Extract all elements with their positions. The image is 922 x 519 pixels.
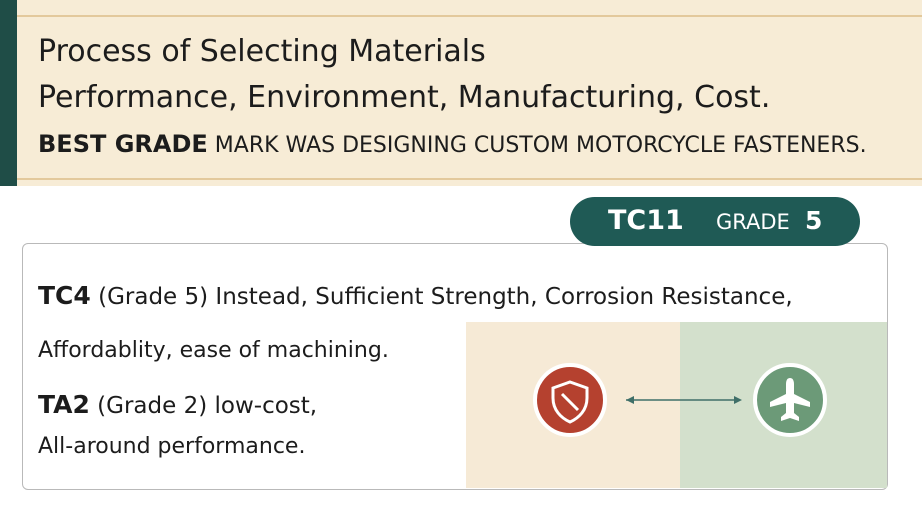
tagline-text: MARK WAS DESIGNING CUSTOM MOTORCYCLE FAS… (214, 133, 867, 158)
card-line: TA2 (Grade 2) low-cost, (38, 390, 317, 419)
header (0, 0, 922, 186)
material: TA2 (38, 390, 90, 419)
card-line: Affordablity, ease of machining. (38, 338, 389, 363)
line-text: (Grade 2) low-cost, (97, 393, 318, 419)
badge-grade: 5 (805, 206, 823, 235)
icons (533, 363, 827, 437)
plane (770, 378, 810, 421)
badge-code: TC11 (608, 205, 684, 236)
tagline: BEST GRADE MARK WAS DESIGNING CUSTOM MOT… (38, 130, 867, 158)
badge-label: GRADE (716, 210, 790, 234)
badge: TC11 GRADE 5 (570, 197, 860, 246)
card-line: TC4 (Grade 5) Instead, Sufficient Streng… (38, 281, 793, 310)
shield-slash (560, 392, 580, 412)
tagline-bold: BEST GRADE (38, 130, 208, 158)
accent-bar (0, 0, 17, 186)
material: TC4 (38, 281, 91, 310)
line-text: (Grade 5) Instead, Sufficient Strength, … (98, 284, 793, 310)
subtitle: Performance, Environment, Manufacturing,… (38, 80, 771, 115)
card-line: All-around performance. (38, 434, 306, 459)
shield (551, 380, 589, 424)
title: Process of Selecting Materials (38, 34, 486, 69)
